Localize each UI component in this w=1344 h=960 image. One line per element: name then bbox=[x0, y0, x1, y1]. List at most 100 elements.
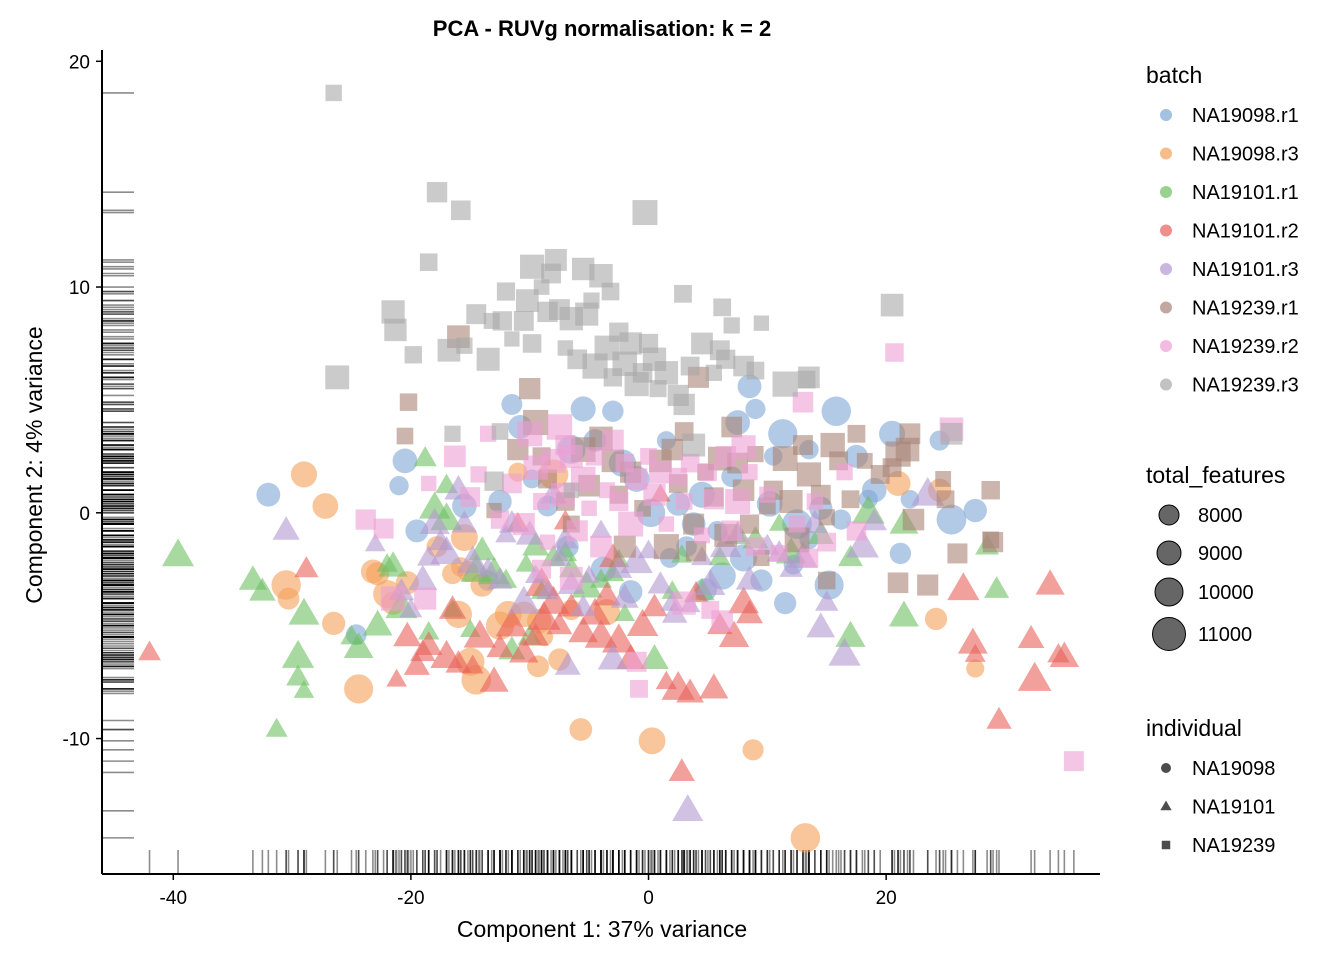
shape-legend-label: NA19098 bbox=[1192, 758, 1275, 780]
data-point bbox=[619, 332, 642, 355]
data-point bbox=[658, 516, 675, 532]
data-point bbox=[392, 448, 418, 474]
data-point bbox=[504, 331, 520, 347]
data-point bbox=[1017, 624, 1045, 648]
data-point bbox=[861, 508, 887, 531]
data-point bbox=[880, 293, 904, 317]
batch-legend-label: NA19101.r3 bbox=[1192, 259, 1299, 281]
data-point bbox=[847, 424, 866, 443]
data-point bbox=[437, 338, 461, 362]
data-point bbox=[466, 304, 487, 325]
data-point bbox=[723, 317, 740, 334]
batch-legend-label: NA19239.r1 bbox=[1192, 298, 1299, 320]
data-point bbox=[1035, 569, 1065, 595]
data-point bbox=[695, 568, 726, 595]
size-legend-key bbox=[1156, 540, 1182, 566]
data-point bbox=[138, 640, 161, 661]
x-tick-label: 0 bbox=[643, 888, 654, 909]
data-point bbox=[522, 334, 542, 353]
data-point bbox=[583, 292, 600, 309]
size-legend-title: total_features bbox=[1146, 462, 1285, 488]
data-point bbox=[768, 419, 798, 449]
data-point bbox=[418, 620, 440, 640]
data-point bbox=[680, 453, 700, 473]
data-point bbox=[476, 347, 500, 371]
data-point bbox=[674, 284, 692, 303]
data-point bbox=[532, 559, 552, 579]
data-point bbox=[517, 421, 543, 447]
data-point bbox=[815, 590, 839, 611]
data-point bbox=[817, 532, 837, 552]
data-point bbox=[801, 509, 829, 533]
data-point bbox=[507, 585, 540, 614]
data-point bbox=[745, 398, 766, 420]
data-point bbox=[515, 553, 537, 572]
data-point bbox=[668, 758, 695, 782]
data-point bbox=[731, 435, 756, 460]
data-point bbox=[698, 463, 717, 482]
data-point bbox=[484, 471, 504, 491]
data-point bbox=[936, 504, 967, 535]
data-point bbox=[821, 396, 851, 426]
batch-legend-key bbox=[1160, 301, 1172, 314]
data-point bbox=[421, 475, 437, 492]
size-legend-key bbox=[1152, 617, 1186, 651]
data-point bbox=[699, 673, 729, 699]
size-legend-label: 10000 bbox=[1198, 582, 1254, 604]
data-point bbox=[610, 583, 639, 608]
y-tick-label: 20 bbox=[69, 52, 90, 73]
data-point bbox=[715, 445, 737, 467]
data-point bbox=[947, 572, 980, 601]
batch-legend-key bbox=[1160, 186, 1172, 198]
data-point bbox=[376, 553, 398, 572]
data-point bbox=[451, 510, 478, 533]
shape-legend-title: individual bbox=[1146, 715, 1242, 741]
batch-legend-key bbox=[1160, 378, 1172, 391]
batch-legend-key bbox=[1160, 340, 1172, 352]
data-point bbox=[555, 435, 576, 456]
data-point bbox=[982, 532, 1004, 553]
data-point bbox=[444, 425, 461, 442]
data-point bbox=[774, 591, 797, 615]
data-point bbox=[162, 538, 195, 567]
data-point bbox=[552, 526, 579, 549]
batch-legend-label: NA19101.r1 bbox=[1192, 182, 1299, 204]
data-point bbox=[682, 433, 706, 457]
data-point bbox=[769, 513, 790, 531]
data-point bbox=[293, 680, 315, 698]
data-point bbox=[885, 470, 911, 496]
data-point bbox=[836, 463, 853, 481]
data-point bbox=[479, 666, 509, 692]
data-point bbox=[676, 678, 704, 703]
data-point bbox=[502, 473, 522, 494]
data-point bbox=[718, 620, 750, 647]
batch-legend-key bbox=[1160, 109, 1172, 121]
data-point bbox=[490, 510, 510, 529]
data-point bbox=[403, 652, 430, 675]
legend: batch total_features individual NA19098.… bbox=[1146, 62, 1299, 857]
data-point bbox=[487, 567, 513, 589]
data-points bbox=[138, 84, 1084, 853]
size-legend-label: 8000 bbox=[1198, 505, 1243, 527]
data-point bbox=[364, 533, 386, 552]
data-point bbox=[779, 490, 803, 514]
data-point bbox=[593, 581, 621, 606]
data-point bbox=[461, 654, 484, 674]
batch-legend-label: NA19098.r3 bbox=[1192, 144, 1299, 166]
batch-legend-key bbox=[1160, 263, 1172, 275]
data-point bbox=[567, 349, 588, 370]
x-tick-label: 20 bbox=[876, 888, 897, 909]
data-point bbox=[486, 633, 514, 658]
data-point bbox=[1017, 661, 1052, 691]
data-point bbox=[647, 571, 674, 594]
data-point bbox=[451, 200, 471, 221]
data-point bbox=[845, 528, 879, 558]
data-point bbox=[643, 483, 666, 506]
data-point bbox=[362, 609, 393, 636]
data-point bbox=[984, 576, 1010, 598]
chart-title: PCA - RUVg normalisation: k = 2 bbox=[433, 16, 771, 41]
batch-legend-key bbox=[1160, 224, 1172, 237]
data-point bbox=[640, 644, 669, 669]
x-axis-label: Component 1: 37% variance bbox=[457, 916, 747, 942]
